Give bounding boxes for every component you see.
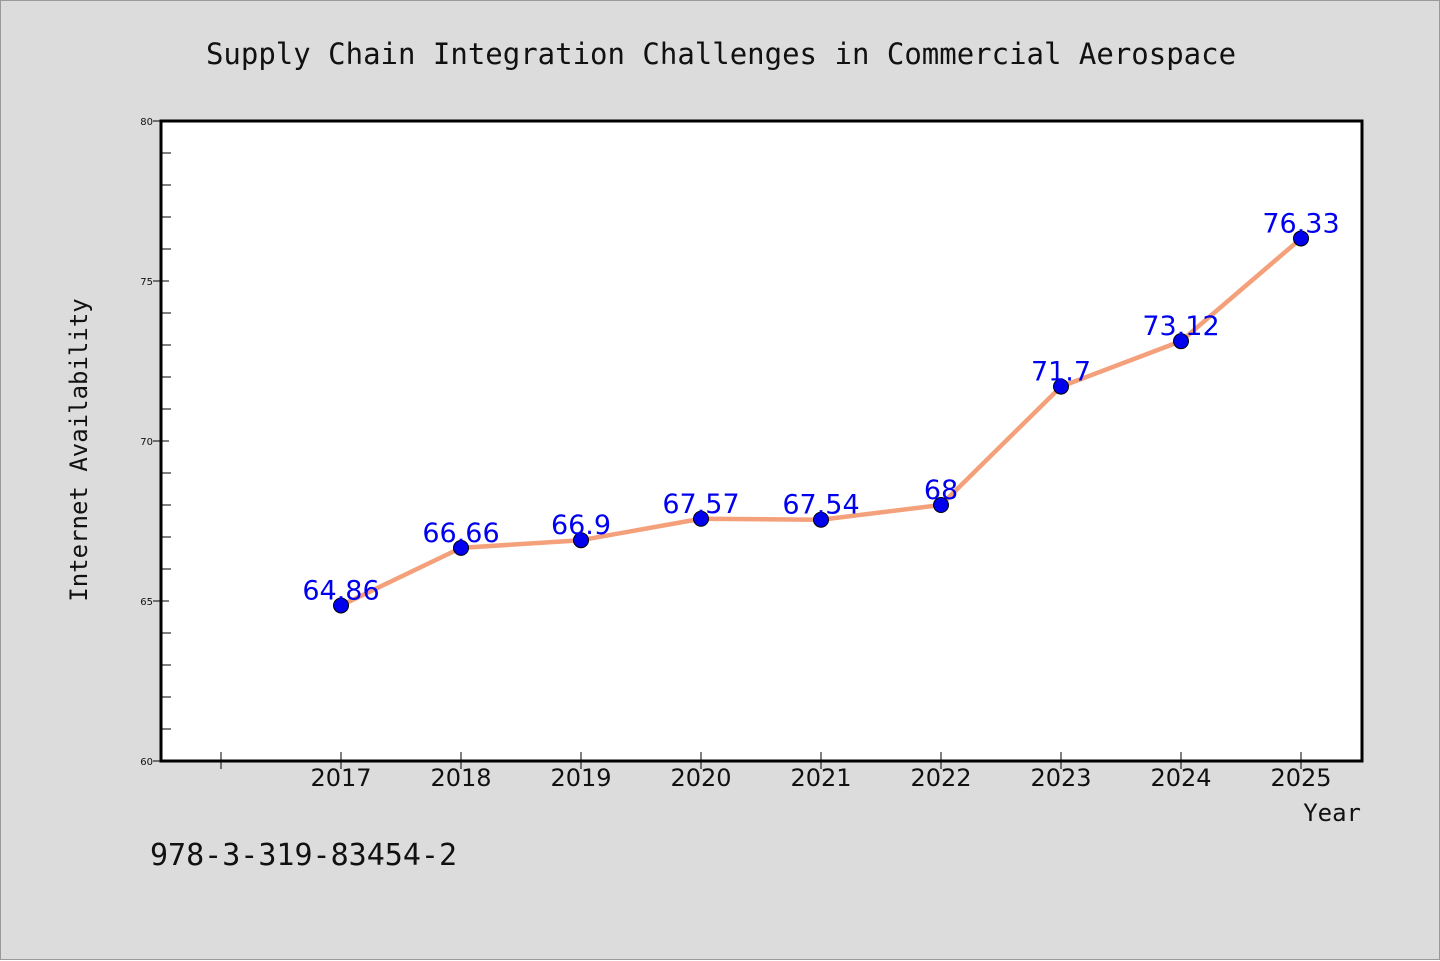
plot-area <box>159 119 1364 763</box>
data-point-marker <box>1173 333 1189 350</box>
x-tick-label: 2023 <box>1030 764 1091 792</box>
data-label: 76.33 <box>1262 208 1339 239</box>
data-label: 71.7 <box>1031 357 1091 388</box>
x-tick-label: 2020 <box>670 764 731 792</box>
x-tick-label: 2018 <box>430 764 491 792</box>
x-tick-label: 2022 <box>910 764 971 792</box>
x-tick-label: 2025 <box>1270 764 1331 792</box>
data-label: 66.66 <box>422 518 499 549</box>
footer-id-text: 978-3-319-83454-2 <box>150 838 457 873</box>
data-point-marker <box>333 597 349 614</box>
x-axis-ticks <box>220 752 1302 769</box>
y-axis-tick-labels: 60 65 70 75 80 <box>140 117 153 768</box>
data-point-marker <box>573 532 589 549</box>
x-tick-label: 2024 <box>1150 764 1211 792</box>
x-tick-label: 2017 <box>310 764 371 792</box>
data-label: 64.86 <box>302 575 379 606</box>
chart-title: Supply Chain Integration Challenges in C… <box>206 37 1236 71</box>
x-axis-tick-labels: 2017 2018 2019 2020 2021 2022 2023 2024 2025 <box>310 764 1331 792</box>
data-label: 67.57 <box>662 489 739 520</box>
x-axis-label: Year <box>1303 799 1361 827</box>
y-axis-label: Internet Availability <box>65 298 93 601</box>
data-label: 68 <box>924 475 958 506</box>
x-tick-label: 2019 <box>550 764 611 792</box>
y-tick-label: 80 <box>140 117 153 128</box>
data-point-marker <box>1293 230 1309 247</box>
data-labels: 64.86 66.66 66.9 67.57 67.54 68 71.7 73.12 76.33 <box>302 208 1339 606</box>
data-label: 73.12 <box>1142 311 1219 342</box>
y-tick-label: 75 <box>140 277 153 288</box>
data-point-marker <box>453 539 469 556</box>
data-point-marker <box>693 510 709 527</box>
y-tick-label: 70 <box>140 437 153 448</box>
data-label: 66.9 <box>551 510 611 541</box>
data-point-marker <box>813 511 829 528</box>
data-point-marker <box>933 497 949 513</box>
x-tick-label: 2021 <box>790 764 851 792</box>
y-tick-label: 60 <box>140 757 153 768</box>
data-label: 67.54 <box>782 490 859 521</box>
data-point-markers <box>333 230 1309 614</box>
data-point-marker <box>1053 378 1069 395</box>
y-axis-ticks <box>153 120 171 762</box>
y-tick-label: 65 <box>140 597 153 608</box>
